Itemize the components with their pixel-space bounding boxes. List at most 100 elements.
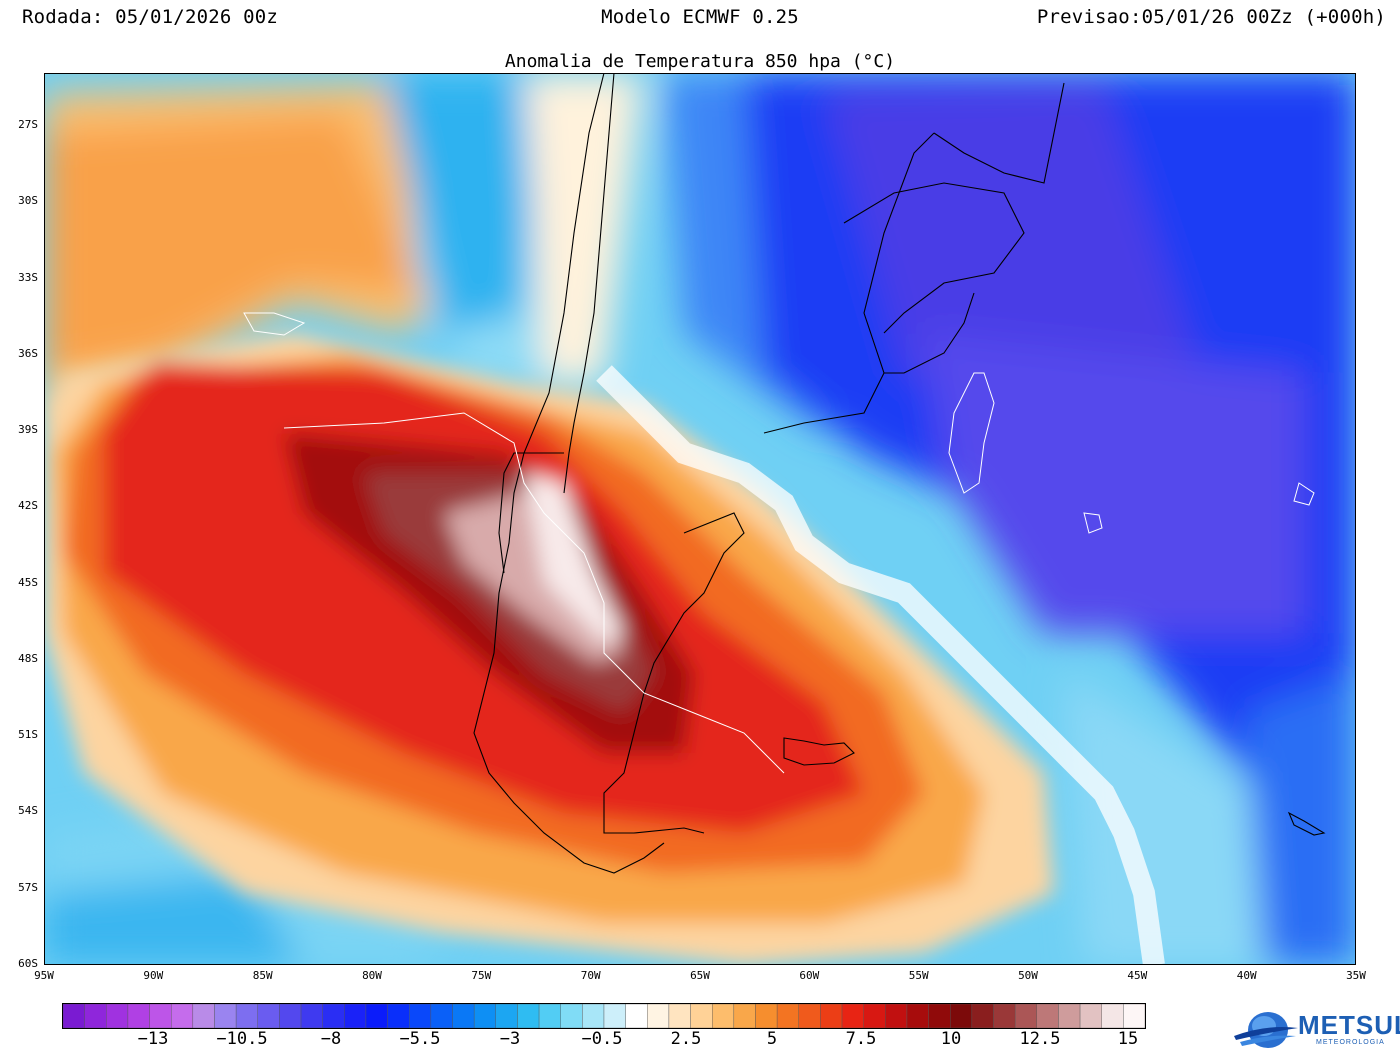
colorbar-label: 7.5	[845, 1029, 877, 1049]
colorbar-swatch	[84, 1003, 107, 1029]
colorbar-swatch	[127, 1003, 150, 1029]
colorbar-swatch	[430, 1003, 453, 1029]
colorbar-swatch	[1058, 1003, 1081, 1029]
run-date-label: Rodada: 05/01/2026 00z	[22, 6, 279, 28]
colorbar-swatch	[106, 1003, 129, 1029]
colorbar-swatch	[517, 1003, 540, 1029]
lon-tick-label: 90W	[143, 969, 164, 982]
anomaly-field	[44, 73, 1356, 965]
colorbar-swatch	[582, 1003, 605, 1029]
model-label: Modelo ECMWF 0.25	[601, 6, 799, 28]
colorbar-label: −13	[137, 1029, 169, 1049]
colorbar	[62, 1003, 1146, 1029]
colorbar-swatch	[863, 1003, 886, 1029]
colorbar-swatch	[495, 1003, 518, 1029]
colorbar-swatch	[625, 1003, 648, 1029]
colorbar-swatch	[690, 1003, 713, 1029]
colorbar-swatch	[820, 1003, 843, 1029]
colorbar-swatch	[62, 1003, 85, 1029]
forecast-label: Previsao:05/01/26 00Zz (+000h)	[1036, 6, 1386, 28]
lon-tick-label: 35W	[1346, 969, 1366, 982]
colorbar-swatch	[1014, 1003, 1037, 1029]
colorbar-swatch	[387, 1003, 410, 1029]
colorbar-swatch	[668, 1003, 691, 1029]
lat-tick-label: 27S	[18, 118, 38, 131]
lat-tick-label: 54S	[18, 804, 38, 818]
colorbar-swatch	[712, 1003, 735, 1029]
colorbar-swatch	[322, 1003, 345, 1029]
colorbar-swatch	[1101, 1003, 1124, 1029]
colorbar-swatch	[950, 1003, 973, 1029]
lon-tick-label: 40W	[1236, 969, 1257, 982]
lon-tick-label: 50W	[1018, 969, 1038, 982]
colorbar-swatch	[928, 1003, 951, 1029]
lat-tick-label: 30S	[18, 194, 38, 208]
colorbar-swatch	[1123, 1003, 1146, 1029]
logo-subtitle: METEOROLOGIA	[1316, 1039, 1385, 1046]
colorbar-swatch	[214, 1003, 237, 1029]
colorbar-label: 15	[1117, 1029, 1139, 1049]
anomaly-map	[44, 73, 1356, 965]
colorbar-label: 10	[940, 1029, 962, 1049]
lat-tick-label: 60S	[18, 957, 38, 970]
logo-text: METSUL	[1298, 1010, 1400, 1040]
lon-tick-label: 70W	[580, 969, 601, 982]
colorbar-swatch	[300, 1003, 323, 1029]
colorbar-swatch	[906, 1003, 929, 1029]
colorbar-label: −5.5	[399, 1029, 441, 1049]
colorbar-swatch	[798, 1003, 821, 1029]
map-title: Anomalia de Temperatura 850 hpa (°C)	[504, 51, 896, 72]
lon-tick-label: 60W	[799, 969, 820, 982]
lon-tick-label: 55W	[908, 969, 929, 982]
lat-tick-label: 57S	[18, 880, 38, 894]
lon-tick-label: 45W	[1127, 969, 1148, 982]
lat-tick-label: 36S	[18, 346, 38, 360]
lon-tick-label: 80W	[362, 969, 382, 982]
colorbar-label: −0.5	[581, 1029, 623, 1049]
lat-tick-label: 51S	[18, 728, 38, 742]
colorbar-swatch	[365, 1003, 388, 1029]
colorbar-swatch	[1079, 1003, 1102, 1029]
lat-tick-label: 48S	[18, 651, 38, 665]
colorbar-swatch	[733, 1003, 756, 1029]
lon-tick-label: 85W	[252, 969, 273, 982]
colorbar-swatch	[1036, 1003, 1059, 1029]
lat-tick-label: 33S	[18, 270, 38, 284]
colorbar-swatch	[192, 1003, 215, 1029]
colorbar-label: −3	[499, 1029, 521, 1049]
lon-tick-label: 65W	[690, 969, 710, 982]
lat-tick-label: 39S	[18, 423, 38, 437]
globe-logo-icon	[1234, 1012, 1298, 1048]
coastlines	[473, 73, 1326, 874]
colorbar-swatch	[149, 1003, 172, 1029]
colorbar-swatch	[344, 1003, 367, 1029]
colorbar-label: −8	[320, 1029, 342, 1049]
colorbar-swatch	[257, 1003, 280, 1029]
colorbar-swatch	[841, 1003, 864, 1029]
metsul-logo: METSUL METEOROLOGIA	[1230, 1006, 1400, 1052]
colorbar-label: 2.5	[670, 1029, 702, 1049]
colorbar-swatch	[170, 1003, 194, 1029]
lon-tick-label: 95W	[34, 969, 54, 982]
lon-tick-label: 75W	[471, 969, 492, 982]
zero-contours	[243, 312, 1315, 774]
colorbar-label: 5	[766, 1029, 778, 1049]
colorbar-swatch	[235, 1003, 258, 1029]
colorbar-label: −10.5	[216, 1029, 268, 1049]
colorbar-swatch	[993, 1003, 1016, 1029]
colorbar-swatch	[409, 1003, 432, 1029]
colorbar-swatch	[755, 1003, 778, 1029]
colorbar-swatch	[538, 1003, 561, 1029]
colorbar-swatch	[647, 1003, 670, 1029]
colorbar-label: 12.5	[1019, 1029, 1061, 1049]
colorbar-swatch	[560, 1003, 583, 1029]
colorbar-swatch	[603, 1003, 626, 1029]
colorbar-swatch	[452, 1003, 475, 1029]
colorbar-swatch	[776, 1003, 799, 1029]
colorbar-swatch	[473, 1003, 497, 1029]
lat-tick-label: 42S	[18, 499, 38, 513]
lat-tick-label: 45S	[18, 575, 38, 589]
colorbar-swatch	[971, 1003, 994, 1029]
colorbar-swatch	[885, 1003, 908, 1029]
colorbar-swatch	[279, 1003, 302, 1029]
